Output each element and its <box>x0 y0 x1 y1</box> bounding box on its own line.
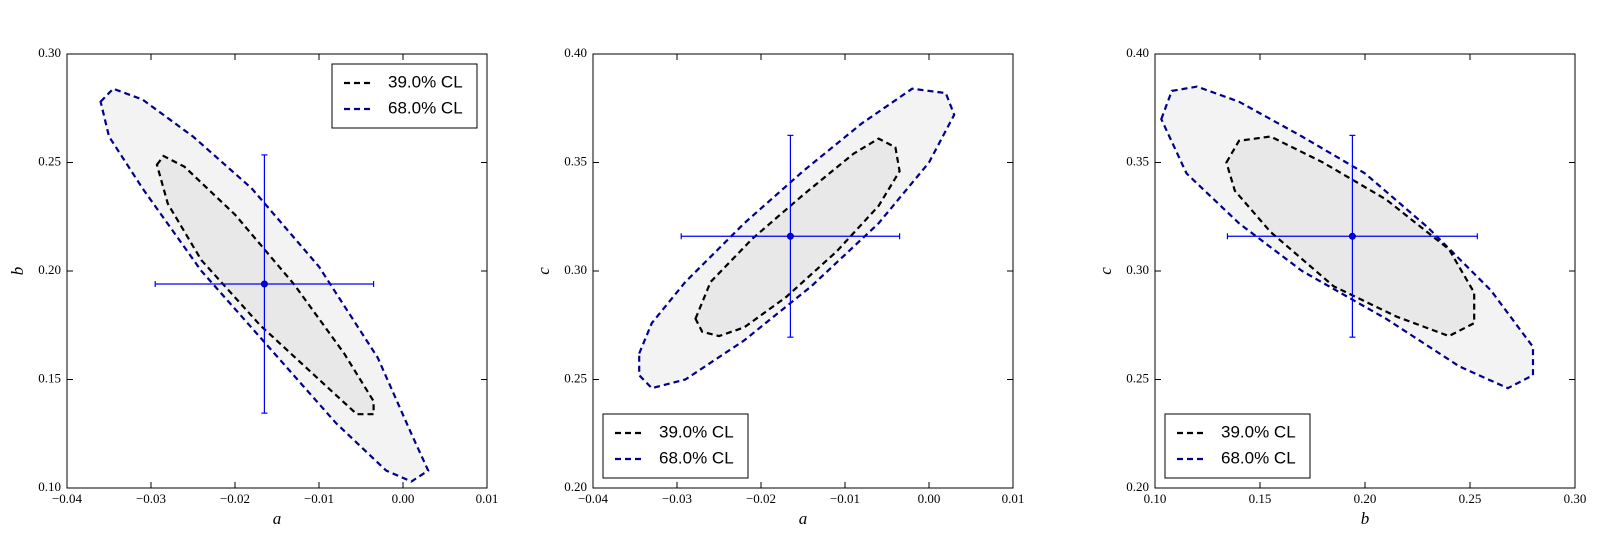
x-tick-label: 0.30 <box>1564 491 1587 506</box>
x-tick-label: 0.01 <box>476 491 499 506</box>
y-tick-label: 0.35 <box>1126 153 1149 168</box>
y-tick-label: 0.30 <box>38 45 61 60</box>
legend-box <box>602 413 749 479</box>
y-tick-label: 0.10 <box>38 479 61 494</box>
y-tick-label: 0.25 <box>564 370 587 385</box>
legend-box <box>331 63 478 129</box>
y-tick-label: 0.40 <box>564 45 587 60</box>
point <box>1348 232 1356 240</box>
y-tick-label: 0.35 <box>564 153 587 168</box>
legend-label: 39.0% CL <box>388 72 463 91</box>
y-tick-label: 0.15 <box>38 370 61 385</box>
x-tick-label: −0.04 <box>578 491 609 506</box>
point <box>786 232 794 240</box>
x-axis-label: a <box>273 509 282 528</box>
x-axis-label: a <box>799 509 808 528</box>
x-tick-label: 0.10 <box>1144 491 1167 506</box>
legend-label: 39.0% CL <box>659 422 734 441</box>
x-tick-label: −0.02 <box>220 491 250 506</box>
panel: 0.10 0.15 0.20 0.25 0.30 0.20 0.25 0.30 0.35 0.40… <box>1096 45 1586 528</box>
x-tick-label: −0.01 <box>304 491 334 506</box>
legend-label: 68.0% CL <box>659 448 734 467</box>
x-tick-label: −0.02 <box>746 491 776 506</box>
legend: 39.0% CL 68.0% CL <box>602 413 749 479</box>
contour <box>694 137 901 338</box>
y-tick-label: 0.40 <box>1126 45 1149 60</box>
y-tick-label: 0.30 <box>564 262 587 277</box>
y-tick-label: 0.25 <box>38 153 61 168</box>
legend-label: 68.0% CL <box>1221 448 1296 467</box>
x-tick-label: 0.00 <box>392 491 415 506</box>
x-tick-label: −0.01 <box>830 491 860 506</box>
y-axis-label: b <box>8 267 27 276</box>
panel: −0.04 −0.03 −0.02 −0.01 0.00 0.01 0.10 0.15 0.20… <box>8 45 498 528</box>
y-tick-label: 0.30 <box>1126 262 1149 277</box>
legend-label: 68.0% CL <box>388 98 463 117</box>
panel: −0.04 −0.03 −0.02 −0.01 0.00 0.01 0.20 0.25 0.30… <box>534 45 1024 528</box>
legend-box <box>1164 413 1311 479</box>
x-tick-label: 0.25 <box>1459 491 1482 506</box>
y-axis-label: c <box>1096 267 1115 275</box>
legend: 39.0% CL 68.0% CL <box>1164 413 1311 479</box>
legend-label: 39.0% CL <box>1221 422 1296 441</box>
x-tick-label: 0.20 <box>1354 491 1377 506</box>
legend: 39.0% CL 68.0% CL <box>331 63 478 129</box>
point <box>260 280 268 288</box>
x-tick-label: 0.01 <box>1002 491 1025 506</box>
y-tick-label: 0.20 <box>564 479 587 494</box>
x-tick-label: −0.04 <box>52 491 83 506</box>
y-axis-label: c <box>534 267 553 275</box>
y-tick-label: 0.20 <box>38 262 61 277</box>
x-tick-label: 0.00 <box>918 491 941 506</box>
x-tick-label: −0.03 <box>662 491 692 506</box>
x-tick-label: −0.03 <box>136 491 166 506</box>
x-axis-label: b <box>1361 509 1370 528</box>
y-tick-label: 0.20 <box>1126 479 1149 494</box>
x-tick-label: 0.15 <box>1249 491 1272 506</box>
y-tick-label: 0.25 <box>1126 370 1149 385</box>
